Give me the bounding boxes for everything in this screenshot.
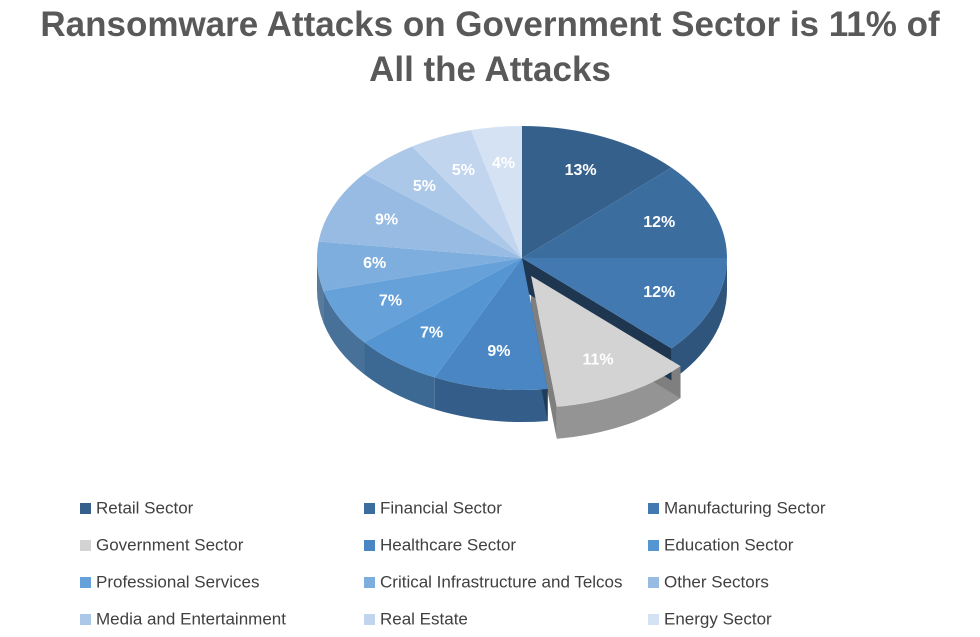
slice-side	[364, 342, 435, 410]
data-label: 13%	[565, 162, 597, 179]
slice-side	[556, 366, 681, 439]
legend-swatch	[80, 540, 91, 551]
chart-title: Ransomware Attacks on Government Sector …	[40, 5, 940, 89]
data-label: 7%	[379, 292, 402, 309]
slice-side	[671, 258, 727, 381]
legend-swatch	[648, 577, 659, 588]
legend-swatch	[364, 577, 375, 588]
pie-slice	[364, 258, 522, 378]
legend-label: Healthcare Sector	[380, 535, 516, 554]
pie-slice	[317, 241, 522, 291]
legend-swatch	[80, 503, 91, 514]
legend-swatch	[364, 614, 375, 625]
legend-swatch	[80, 577, 91, 588]
legend-label: Professional Services	[96, 572, 259, 591]
data-label: 12%	[643, 284, 675, 301]
legend-label: Other Sectors	[664, 572, 769, 591]
legend-swatch	[648, 503, 659, 514]
data-label: 6%	[363, 255, 386, 272]
pie-slice	[531, 275, 681, 407]
slice-side	[323, 290, 365, 375]
legend-label: Media and Entertainment	[96, 609, 286, 628]
slice-side	[434, 377, 548, 423]
pie-slice	[412, 130, 522, 258]
legend-swatch	[364, 503, 375, 514]
legend-swatch	[80, 614, 91, 625]
data-label: 7%	[420, 324, 443, 341]
data-label: 5%	[452, 162, 475, 179]
pie-slice	[434, 258, 548, 390]
legend-label: Critical Infrastructure and Telcos	[380, 572, 623, 591]
legend-label: Manufacturing Sector	[664, 498, 826, 517]
data-label: 9%	[487, 343, 510, 360]
legend-swatch	[648, 614, 659, 625]
legend-label: Real Estate	[380, 609, 468, 628]
pie-slice	[522, 126, 672, 258]
data-label: 12%	[643, 214, 675, 231]
pie-slice	[323, 258, 522, 343]
data-label: 5%	[413, 178, 436, 195]
legend-swatch	[364, 540, 375, 551]
pie-slice	[522, 258, 727, 349]
legend-label: Energy Sector	[664, 609, 772, 628]
pie-slice	[471, 126, 522, 258]
pie-slice	[522, 167, 727, 258]
legend-label: Education Sector	[664, 535, 794, 554]
slice-side	[531, 275, 557, 439]
data-label: 11%	[583, 352, 614, 369]
data-label: 9%	[375, 211, 398, 228]
legend-label: Retail Sector	[96, 498, 194, 517]
legend-label: Government Sector	[96, 535, 244, 554]
pie-slice	[364, 146, 522, 258]
legend-swatch	[648, 540, 659, 551]
pie-slice	[318, 173, 522, 258]
legend-label: Financial Sector	[380, 498, 502, 517]
slice-side	[317, 258, 324, 323]
data-label: 4%	[492, 155, 515, 172]
